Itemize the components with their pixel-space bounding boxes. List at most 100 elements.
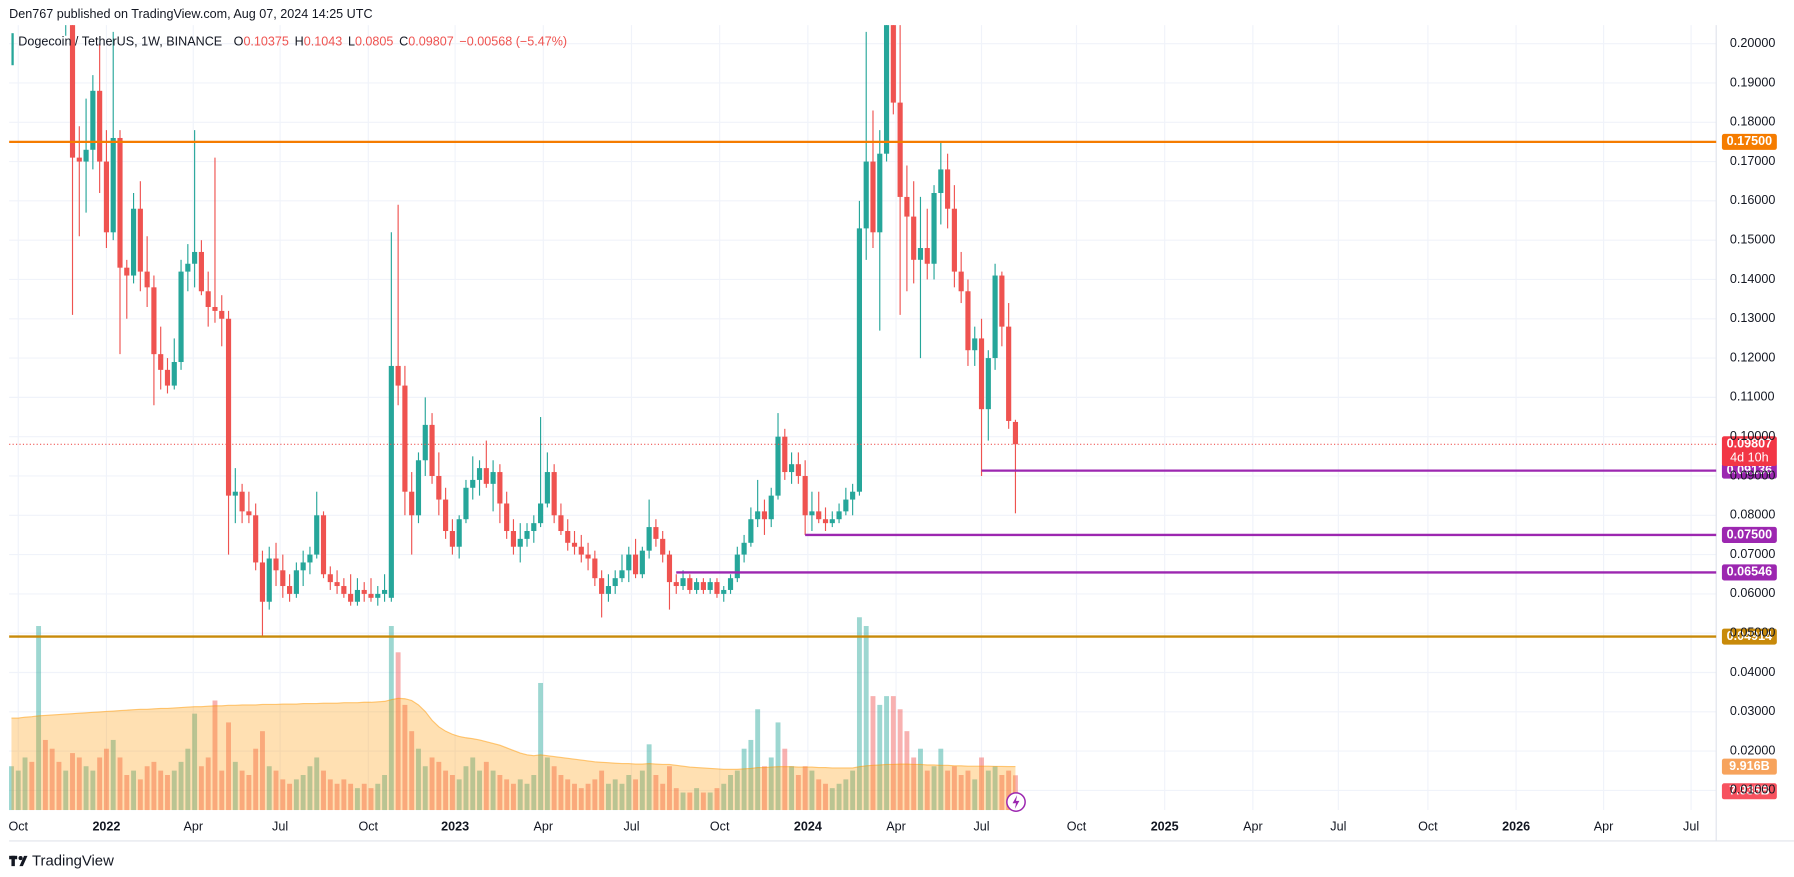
y-tick-label: 0.08000 [1730, 508, 1775, 522]
volume-bar [985, 770, 991, 811]
volume-bar [477, 770, 482, 811]
x-tick-label: Oct [8, 820, 28, 834]
legend-key: O [234, 35, 244, 49]
volume-bar [578, 788, 584, 811]
level-label: 0.09136 [1727, 463, 1772, 477]
volume-bar [646, 744, 652, 811]
candle-body [727, 578, 734, 590]
x-tick-label: Oct [1067, 820, 1087, 834]
candle-body [436, 475, 442, 500]
volume-bar [599, 770, 605, 811]
candle-body [97, 90, 103, 162]
candle-body [266, 558, 272, 602]
x-tick-label: Apr [886, 820, 906, 834]
y-tick-label: 0.13000 [1730, 311, 1775, 325]
candle-body [117, 137, 123, 268]
candle-body [687, 578, 693, 590]
legend-key: C [399, 35, 408, 49]
y-tick-label: 0.14000 [1730, 272, 1775, 286]
candle-body [761, 511, 768, 520]
volume-bar [212, 700, 218, 811]
candle-body [239, 491, 245, 512]
candle-body [809, 511, 815, 516]
candle-body [931, 193, 937, 264]
candle-body [924, 248, 930, 264]
candle-body [538, 503, 544, 524]
volume-bar [714, 788, 720, 811]
volume-bar [707, 792, 713, 811]
candle-body [110, 137, 116, 233]
candle-body [253, 515, 259, 563]
candle-body [524, 531, 530, 539]
volume-bar [524, 783, 530, 811]
candle-body [904, 196, 910, 217]
price-label: 0.09807 [1727, 437, 1772, 451]
volume-bar [36, 626, 42, 811]
volume-bar [979, 757, 984, 811]
candle-body [334, 582, 340, 587]
volume-bar [762, 766, 767, 811]
candle-body [558, 515, 564, 532]
candle-body [490, 472, 496, 484]
candle-body [151, 287, 157, 355]
volume-bar [605, 783, 611, 811]
volume-bar [321, 770, 326, 811]
x-tick-label: Jul [272, 820, 288, 834]
candle-body [632, 554, 639, 575]
candle-body [958, 271, 964, 292]
volume-bar [728, 775, 733, 811]
candle-body [599, 578, 605, 594]
candle-body [415, 460, 422, 516]
candle-body [504, 503, 510, 532]
x-tick-label: Apr [1594, 820, 1614, 834]
candle-body [660, 538, 666, 555]
candle-body [707, 582, 713, 590]
volume-bar [490, 770, 496, 811]
volume-bar [49, 748, 55, 811]
volume-bar [314, 757, 320, 811]
volume-ma-label: 9.916B [1729, 759, 1770, 773]
volume-bar [897, 709, 903, 811]
volume-bar [904, 731, 910, 811]
volume-bar [409, 731, 415, 811]
volume-bar [429, 757, 435, 811]
candle-body [917, 248, 924, 260]
candle-body [714, 582, 720, 594]
candle-body [361, 589, 367, 594]
candle-body [388, 365, 394, 598]
volume-bar [171, 770, 177, 811]
candle-body [124, 267, 130, 276]
x-tick-label: Apr [183, 820, 203, 834]
volume-bar [239, 770, 245, 811]
volume-bar [497, 775, 503, 811]
volume-bar [531, 775, 537, 811]
y-tick-label: 0.18000 [1730, 115, 1775, 129]
candles [65, 25, 1019, 638]
candle-body [571, 542, 578, 547]
candle-body [605, 586, 612, 594]
legend-value: 0.0805 [355, 35, 393, 49]
volume-bar [22, 757, 28, 811]
legend: Dogecoin / TetherUS, 1W, BINANCE O0.10375… [18, 35, 567, 49]
volume-bar [266, 766, 272, 811]
candle-body [198, 251, 204, 292]
volume-bar [938, 748, 944, 811]
candle-body [280, 570, 286, 587]
candle-body [300, 562, 306, 571]
volume-bar [694, 788, 700, 811]
candle-body [680, 578, 686, 587]
x-tick-label: Jul [623, 820, 639, 834]
volume-bar [823, 783, 828, 811]
volume-bar [999, 775, 1005, 811]
candle-body [409, 491, 415, 516]
legend-key: L [348, 35, 355, 49]
candle-body [273, 558, 279, 571]
x-tick-label: Apr [534, 820, 554, 834]
volume-bar [422, 766, 428, 811]
candle-body [782, 436, 788, 473]
candle-body [354, 589, 361, 602]
candle-body [972, 338, 978, 351]
volume-bar [795, 775, 801, 811]
candle-body [1006, 326, 1012, 421]
y-tick-label: 0.11000 [1730, 390, 1775, 404]
